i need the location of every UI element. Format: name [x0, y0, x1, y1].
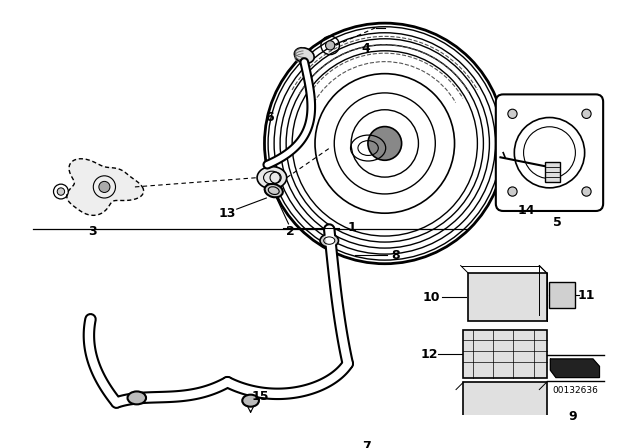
- Text: 6: 6: [265, 111, 273, 124]
- Ellipse shape: [320, 234, 339, 247]
- Circle shape: [508, 109, 517, 118]
- Polygon shape: [67, 159, 143, 215]
- Bar: [550, 282, 575, 308]
- Text: 3: 3: [88, 225, 97, 238]
- Text: 1: 1: [348, 221, 356, 234]
- Text: 15: 15: [251, 390, 269, 403]
- Text: 4: 4: [362, 42, 371, 55]
- Text: 5: 5: [552, 215, 561, 228]
- Ellipse shape: [294, 48, 314, 63]
- Bar: [463, 382, 547, 433]
- Bar: [545, 162, 559, 182]
- Circle shape: [368, 127, 402, 160]
- Circle shape: [508, 187, 517, 196]
- Text: 10: 10: [422, 291, 440, 304]
- Circle shape: [99, 181, 110, 193]
- Circle shape: [57, 188, 65, 195]
- Bar: [463, 330, 547, 379]
- Bar: [468, 273, 547, 321]
- Circle shape: [326, 41, 335, 50]
- Text: 2: 2: [286, 225, 295, 238]
- Text: 9: 9: [568, 410, 577, 423]
- Ellipse shape: [243, 395, 259, 407]
- Ellipse shape: [264, 184, 283, 197]
- Polygon shape: [550, 359, 600, 378]
- Circle shape: [582, 187, 591, 196]
- FancyBboxPatch shape: [496, 95, 603, 211]
- Text: 12: 12: [420, 348, 438, 361]
- Circle shape: [582, 109, 591, 118]
- Text: 7: 7: [362, 440, 371, 448]
- Ellipse shape: [257, 167, 287, 189]
- Ellipse shape: [127, 392, 146, 405]
- Text: 14: 14: [518, 204, 535, 217]
- Text: 11: 11: [578, 289, 595, 302]
- Text: 8: 8: [392, 249, 400, 262]
- Text: 00132636: 00132636: [552, 386, 598, 395]
- Circle shape: [264, 23, 505, 264]
- Text: 13: 13: [219, 207, 236, 220]
- Ellipse shape: [280, 435, 301, 448]
